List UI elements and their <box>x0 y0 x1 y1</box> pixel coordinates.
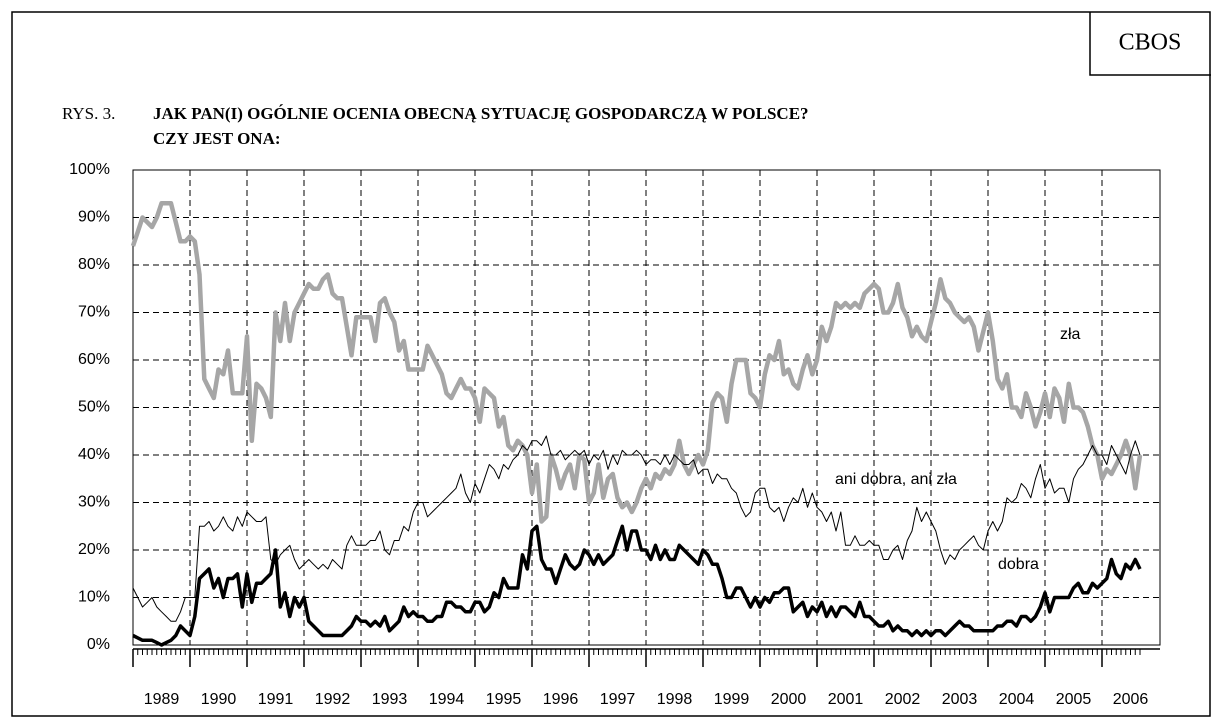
x-tick-label: 1990 <box>201 691 237 708</box>
chart-subtitle: CZY JEST ONA: <box>153 129 281 148</box>
x-tick-label: 1999 <box>714 691 750 708</box>
x-tick-label: 1994 <box>429 691 465 708</box>
y-tick-label: 80% <box>78 256 110 273</box>
series-label: zła <box>1060 326 1081 343</box>
y-tick-label: 100% <box>69 161 110 178</box>
x-tick-label: 2001 <box>828 691 864 708</box>
y-tick-label: 10% <box>78 589 110 606</box>
x-tick-label: 1993 <box>372 691 408 708</box>
source-box <box>1089 12 1211 76</box>
x-tick-label: 2000 <box>771 691 807 708</box>
y-tick-label: 70% <box>78 304 110 321</box>
x-tick-label: 2004 <box>999 691 1035 708</box>
y-tick-label: 90% <box>78 209 110 226</box>
x-tick-label: 2006 <box>1113 691 1149 708</box>
series-line <box>132 524 1142 647</box>
source: CBOS <box>1119 30 1182 56</box>
x-tick-label: 2005 <box>1056 691 1092 708</box>
x-tick-label: 1998 <box>657 691 693 708</box>
x-tick-label: 2003 <box>942 691 978 708</box>
y-tick-label: 30% <box>78 494 110 511</box>
y-tick-label: 0% <box>87 636 110 653</box>
series-line <box>130 201 1143 524</box>
x-tick-label: 1992 <box>315 691 351 708</box>
x-tick-label: 1989 <box>144 691 180 708</box>
y-tick-label: 40% <box>78 446 110 463</box>
series-label: ani dobra, ani zła <box>835 471 957 488</box>
x-tick-label: 1997 <box>600 691 636 708</box>
x-tick-label: 1991 <box>258 691 294 708</box>
y-tick-label: 20% <box>78 541 110 558</box>
y-tick-label: 50% <box>78 399 110 416</box>
series-line <box>132 435 1141 622</box>
series-label: dobra <box>998 556 1039 573</box>
y-tick-label: 60% <box>78 351 110 368</box>
x-tick-label: 2002 <box>885 691 921 708</box>
page-border <box>11 11 1211 717</box>
x-tick-label: 1995 <box>486 691 522 708</box>
x-tick-label: 1996 <box>543 691 579 708</box>
figure-label: RYS. 3. <box>62 104 115 123</box>
chart-title: JAK PAN(I) OGÓLNIE OCENIA OBECNĄ SYTUACJ… <box>153 104 809 123</box>
